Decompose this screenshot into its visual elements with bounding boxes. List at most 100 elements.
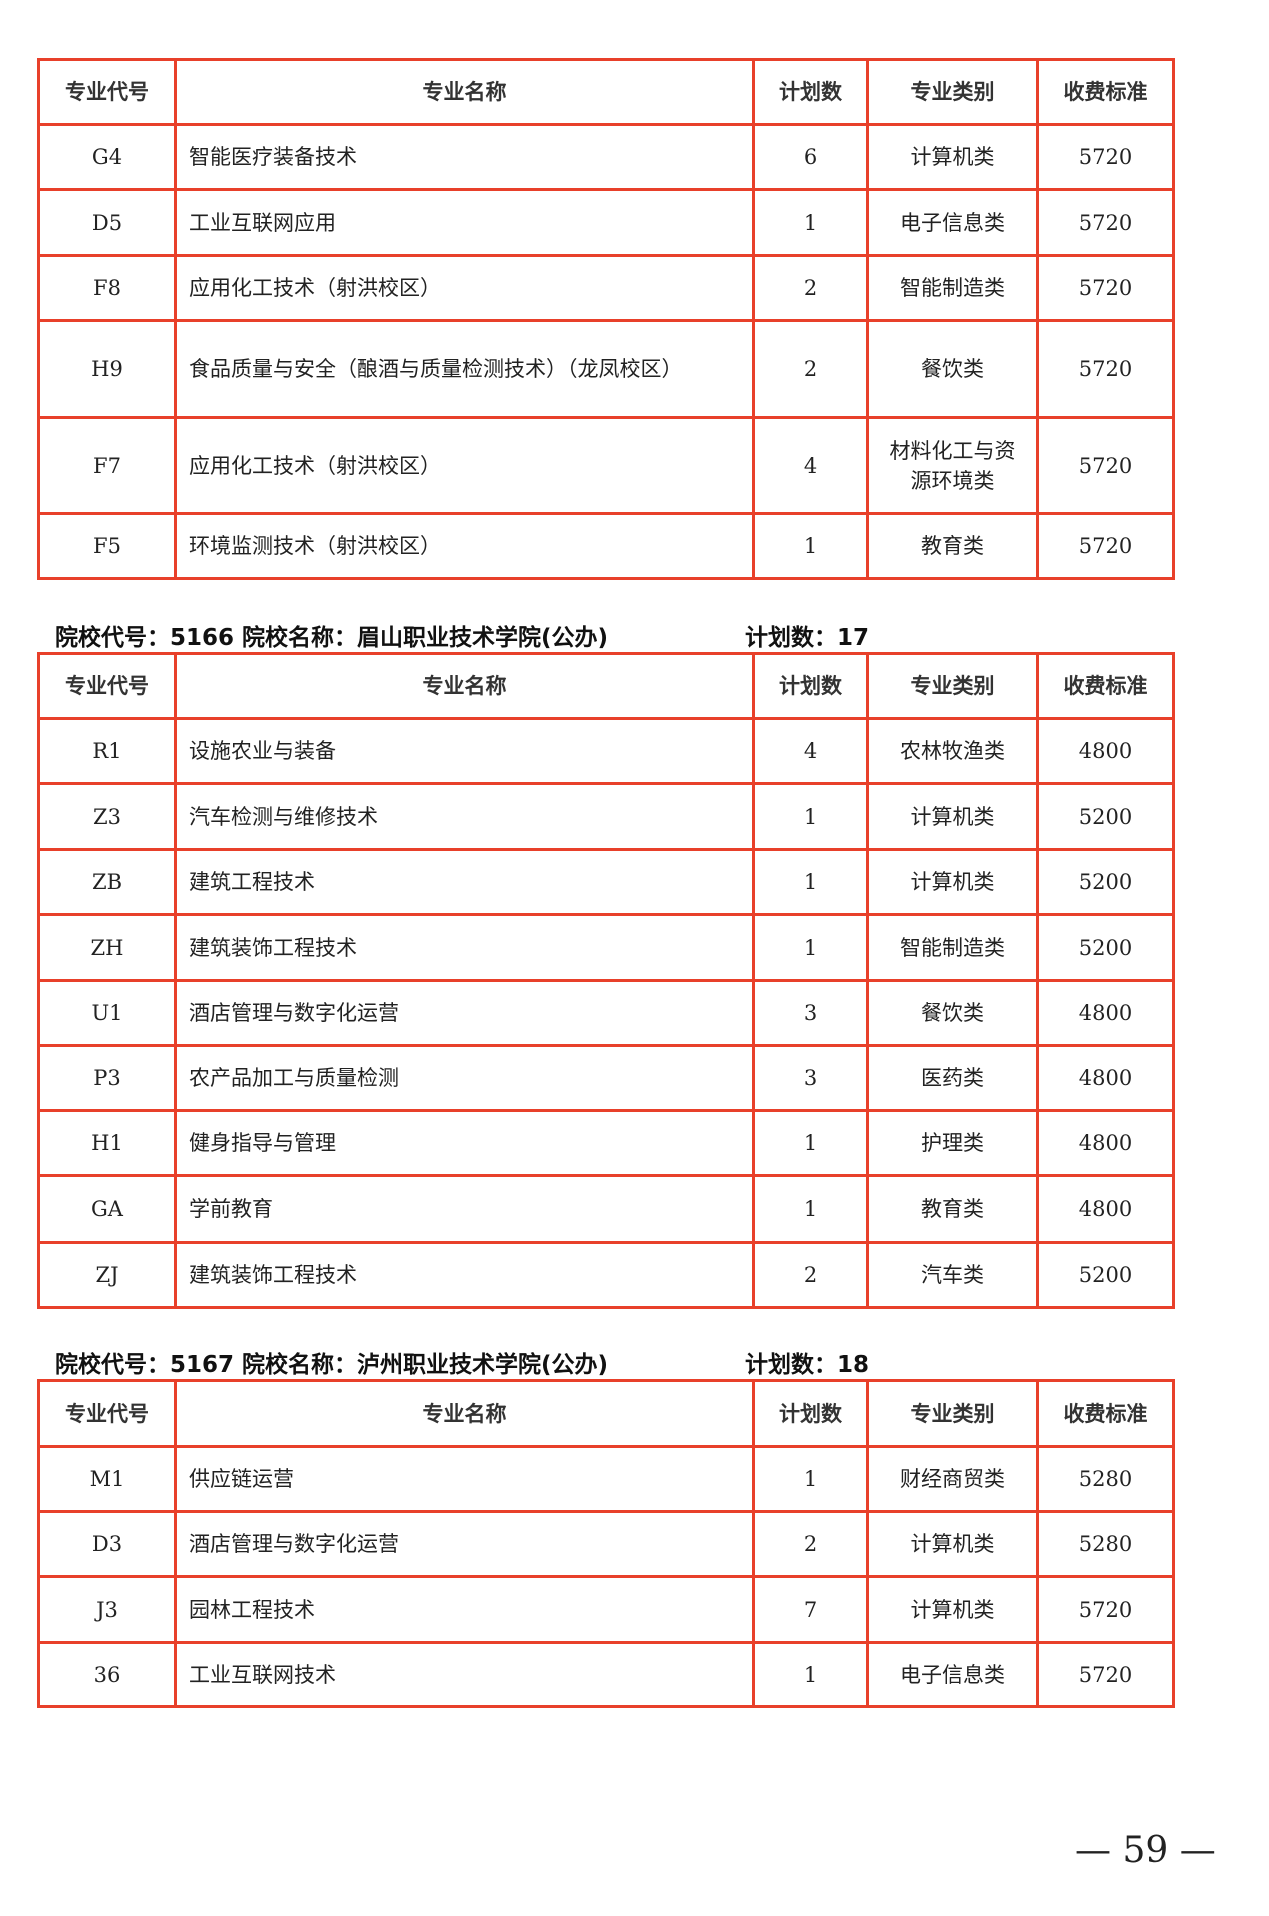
column-header: 计划数 <box>752 652 869 720</box>
major-category: 智能制造类 <box>866 913 1039 982</box>
plan-count: 1 <box>752 1174 869 1244</box>
major-name: 应用化工技术（射洪校区） <box>174 254 755 322</box>
tuition-fee: 5720 <box>1036 254 1175 322</box>
major-code: ZB <box>37 848 177 916</box>
major-code: D3 <box>37 1510 177 1578</box>
tuition-fee: 5200 <box>1036 913 1175 982</box>
plan-count: 3 <box>752 1044 869 1112</box>
major-code: ZH <box>37 913 177 982</box>
major-code: ZJ <box>37 1241 177 1309</box>
major-table: 专业代号 专业名称 计划数 专业类别 收费标准 M1 供应链运营 1 财经商贸类 5280 D3 酒店… <box>37 1379 1175 1708</box>
major-name: 应用化工技术（射洪校区） <box>174 416 755 515</box>
major-category: 计算机类 <box>866 123 1039 191</box>
major-category: 材料化工与资源环境类 <box>866 416 1039 515</box>
major-name: 工业互联网应用 <box>174 188 755 257</box>
major-category: 电子信息类 <box>866 188 1039 257</box>
major-name: 园林工程技术 <box>174 1575 755 1644</box>
tuition-fee: 5720 <box>1036 123 1175 191</box>
major-name: 汽车检测与维修技术 <box>174 782 755 851</box>
column-header: 计划数 <box>752 1379 869 1448</box>
major-code: M1 <box>37 1445 177 1513</box>
major-category: 教育类 <box>866 512 1039 580</box>
tuition-fee: 5280 <box>1036 1445 1175 1513</box>
plan-count: 1 <box>752 512 869 580</box>
major-category: 计算机类 <box>866 1510 1039 1578</box>
table-header: 专业代号 专业名称 计划数 专业类别 收费标准 <box>37 652 1175 720</box>
major-code: H1 <box>37 1109 177 1177</box>
tuition-fee: 4800 <box>1036 1109 1175 1177</box>
tuition-fee: 4800 <box>1036 717 1175 785</box>
major-name: 建筑装饰工程技术 <box>174 913 755 982</box>
school-title: 院校代号：5167 院校名称：泸州职业技术学院(公办) <box>55 1352 609 1378</box>
table-row: F7 应用化工技术（射洪校区） 4 材料化工与资源环境类 5720 <box>37 416 1175 515</box>
table-row: J3 园林工程技术 7 计算机类 5720 <box>37 1575 1175 1644</box>
plan-count: 1 <box>752 1445 869 1513</box>
major-name: 食品质量与安全（酿酒与质量检测技术）（龙凤校区） <box>174 319 755 419</box>
major-category: 农林牧渔类 <box>866 717 1039 785</box>
plan-count: 2 <box>752 1510 869 1578</box>
table-row: U1 酒店管理与数字化运营 3 餐饮类 4800 <box>37 979 1175 1047</box>
table-row: G4 智能医疗装备技术 6 计算机类 5720 <box>37 123 1175 191</box>
table-header: 专业代号 专业名称 计划数 专业类别 收费标准 <box>37 1379 1175 1448</box>
tuition-fee: 4800 <box>1036 1174 1175 1244</box>
school-heading: 院校代号：5166 院校名称：眉山职业技术学院(公办) 计划数：17 <box>55 618 869 652</box>
column-header: 收费标准 <box>1036 58 1175 126</box>
school-heading: 院校代号：5167 院校名称：泸州职业技术学院(公办) 计划数：18 <box>55 1345 869 1379</box>
major-name: 设施农业与装备 <box>174 717 755 785</box>
column-header: 专业名称 <box>174 1379 755 1448</box>
column-header: 专业类别 <box>866 652 1039 720</box>
major-name: 建筑工程技术 <box>174 848 755 916</box>
school-title: 院校代号：5166 院校名称：眉山职业技术学院(公办) <box>55 625 609 651</box>
major-code: F5 <box>37 512 177 580</box>
major-name: 供应链运营 <box>174 1445 755 1513</box>
table-row: R1 设施农业与装备 4 农林牧渔类 4800 <box>37 717 1175 785</box>
major-category: 计算机类 <box>866 1575 1039 1644</box>
major-code: GA <box>37 1174 177 1244</box>
major-code: R1 <box>37 717 177 785</box>
plan-count: 1 <box>752 188 869 257</box>
major-name: 智能医疗装备技术 <box>174 123 755 191</box>
tuition-fee: 5720 <box>1036 512 1175 580</box>
tuition-fee: 5720 <box>1036 319 1175 419</box>
major-name: 建筑装饰工程技术 <box>174 1241 755 1309</box>
tuition-fee: 5200 <box>1036 1241 1175 1309</box>
major-code: 36 <box>37 1641 177 1708</box>
tuition-fee: 5720 <box>1036 188 1175 257</box>
tuition-fee: 5200 <box>1036 848 1175 916</box>
plan-count: 2 <box>752 254 869 322</box>
table-row: ZH 建筑装饰工程技术 1 智能制造类 5200 <box>37 913 1175 982</box>
major-code: P3 <box>37 1044 177 1112</box>
major-name: 健身指导与管理 <box>174 1109 755 1177</box>
table-row: D5 工业互联网应用 1 电子信息类 5720 <box>37 188 1175 257</box>
plan-count: 1 <box>752 782 869 851</box>
major-table: 专业代号 专业名称 计划数 专业类别 收费标准 G4 智能医疗装备技术 6 计算机类 5720 D5… <box>37 58 1175 580</box>
table-row: Z3 汽车检测与维修技术 1 计算机类 5200 <box>37 782 1175 851</box>
table-row: 36 工业互联网技术 1 电子信息类 5720 <box>37 1641 1175 1708</box>
column-header: 专业名称 <box>174 652 755 720</box>
tuition-fee: 4800 <box>1036 979 1175 1047</box>
column-header: 专业代号 <box>37 58 177 126</box>
column-header: 收费标准 <box>1036 652 1175 720</box>
major-category: 计算机类 <box>866 848 1039 916</box>
school-plan-count: 计划数：18 <box>745 1352 870 1378</box>
major-code: Z3 <box>37 782 177 851</box>
major-category: 电子信息类 <box>866 1641 1039 1708</box>
tuition-fee: 4800 <box>1036 1044 1175 1112</box>
table-row: ZB 建筑工程技术 1 计算机类 5200 <box>37 848 1175 916</box>
major-name: 农产品加工与质量检测 <box>174 1044 755 1112</box>
table-row: P3 农产品加工与质量检测 3 医药类 4800 <box>37 1044 1175 1112</box>
column-header: 收费标准 <box>1036 1379 1175 1448</box>
column-header: 专业代号 <box>37 1379 177 1448</box>
major-category: 汽车类 <box>866 1241 1039 1309</box>
plan-count: 1 <box>752 1109 869 1177</box>
major-table: 专业代号 专业名称 计划数 专业类别 收费标准 R1 设施农业与装备 4 农林牧渔类 4800 Z3… <box>37 652 1175 1309</box>
plan-count: 1 <box>752 1641 869 1708</box>
major-code: J3 <box>37 1575 177 1644</box>
major-code: U1 <box>37 979 177 1047</box>
major-category: 教育类 <box>866 1174 1039 1244</box>
major-name: 环境监测技术（射洪校区） <box>174 512 755 580</box>
plan-count: 3 <box>752 979 869 1047</box>
plan-count: 4 <box>752 416 869 515</box>
table-row: F8 应用化工技术（射洪校区） 2 智能制造类 5720 <box>37 254 1175 322</box>
major-name: 酒店管理与数字化运营 <box>174 1510 755 1578</box>
